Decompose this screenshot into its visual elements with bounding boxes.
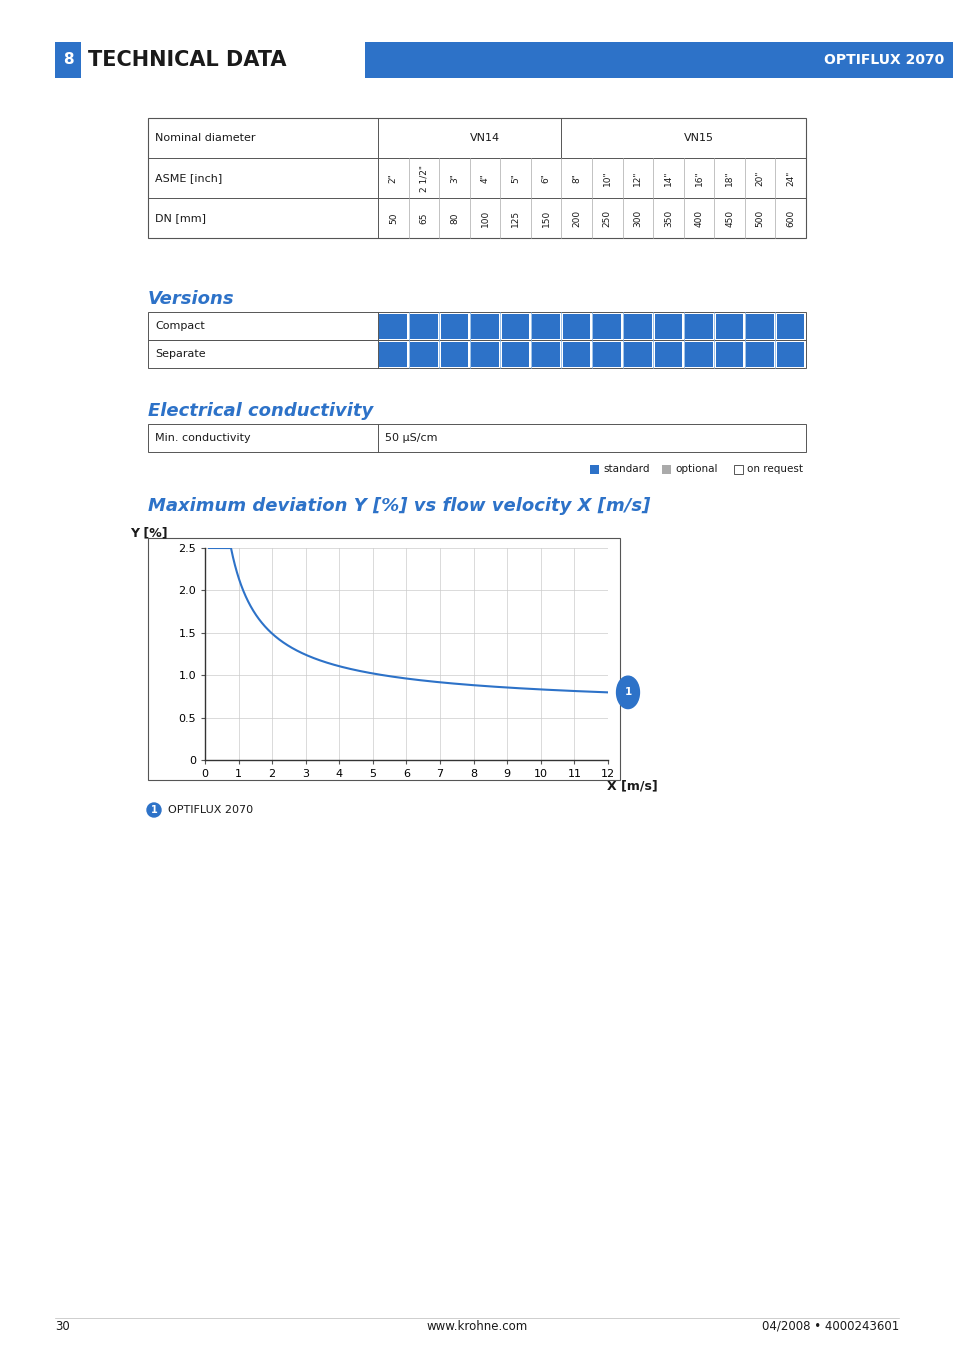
Text: 8": 8" xyxy=(572,173,580,182)
Text: TECHNICAL DATA: TECHNICAL DATA xyxy=(88,50,286,70)
Text: 80: 80 xyxy=(450,212,458,224)
Bar xyxy=(410,313,437,339)
Bar xyxy=(562,313,590,339)
Text: 8: 8 xyxy=(63,53,73,68)
Text: 20": 20" xyxy=(755,170,764,185)
Bar xyxy=(654,313,681,339)
Text: Electrical conductivity: Electrical conductivity xyxy=(148,403,373,420)
Bar xyxy=(471,313,498,339)
Bar xyxy=(684,342,712,366)
Text: ASME [inch]: ASME [inch] xyxy=(154,173,222,182)
Bar xyxy=(148,118,805,238)
Bar xyxy=(365,42,953,78)
Text: 04/2008 • 4000243601: 04/2008 • 4000243601 xyxy=(760,1320,898,1332)
Bar xyxy=(532,342,559,366)
Bar xyxy=(589,465,598,474)
Bar xyxy=(440,313,468,339)
Bar xyxy=(410,342,437,366)
Text: 12": 12" xyxy=(633,170,641,185)
Text: 200: 200 xyxy=(572,209,580,227)
Text: 10": 10" xyxy=(602,170,611,186)
Bar xyxy=(684,313,712,339)
Text: Nominal diameter: Nominal diameter xyxy=(154,132,255,143)
Text: Separate: Separate xyxy=(154,349,206,359)
Text: VN14: VN14 xyxy=(469,132,499,143)
Bar xyxy=(501,313,529,339)
Bar xyxy=(733,465,742,474)
Text: 250: 250 xyxy=(602,209,611,227)
Text: 450: 450 xyxy=(724,209,733,227)
Bar xyxy=(593,342,620,366)
Text: VN15: VN15 xyxy=(683,132,713,143)
Text: 18": 18" xyxy=(724,170,733,186)
Text: 50: 50 xyxy=(389,212,397,224)
Bar xyxy=(148,340,805,367)
Text: 24": 24" xyxy=(785,170,795,185)
Bar xyxy=(562,342,590,366)
Text: Maximum deviation Y [%] vs flow velocity X [m/s]: Maximum deviation Y [%] vs flow velocity… xyxy=(148,497,650,515)
Bar xyxy=(661,465,670,474)
Bar xyxy=(440,342,468,366)
Bar xyxy=(776,313,803,339)
Bar xyxy=(501,342,529,366)
Text: 1: 1 xyxy=(151,805,157,815)
Text: Min. conductivity: Min. conductivity xyxy=(154,434,251,443)
Bar xyxy=(148,538,619,780)
Text: 2 1/2": 2 1/2" xyxy=(419,165,428,192)
Text: 16": 16" xyxy=(694,170,702,186)
Text: on request: on request xyxy=(746,465,802,474)
Bar xyxy=(715,313,742,339)
Bar xyxy=(532,313,559,339)
Text: 300: 300 xyxy=(633,209,641,227)
Text: Versions: Versions xyxy=(148,290,234,308)
Bar xyxy=(148,312,805,340)
Text: 125: 125 xyxy=(511,209,519,227)
Text: 500: 500 xyxy=(755,209,764,227)
Text: 1: 1 xyxy=(623,688,631,697)
Text: 150: 150 xyxy=(541,209,550,227)
Text: standard: standard xyxy=(602,465,649,474)
Text: Compact: Compact xyxy=(154,322,205,331)
Text: DN [mm]: DN [mm] xyxy=(154,213,206,223)
Text: OPTIFLUX 2070: OPTIFLUX 2070 xyxy=(168,805,253,815)
Text: 600: 600 xyxy=(785,209,795,227)
Text: optional: optional xyxy=(675,465,717,474)
Bar xyxy=(471,342,498,366)
Bar xyxy=(623,342,651,366)
Bar xyxy=(593,313,620,339)
Bar xyxy=(745,313,773,339)
Text: 5": 5" xyxy=(511,173,519,182)
Text: 100: 100 xyxy=(480,209,489,227)
Bar xyxy=(745,342,773,366)
Text: www.krohne.com: www.krohne.com xyxy=(426,1320,527,1332)
Text: 350: 350 xyxy=(663,209,672,227)
Bar xyxy=(55,42,81,78)
Bar xyxy=(379,342,407,366)
Circle shape xyxy=(147,802,161,817)
Y-axis label: Y [%]: Y [%] xyxy=(130,527,167,539)
Text: 6": 6" xyxy=(541,173,550,182)
Text: 65: 65 xyxy=(419,212,428,224)
Text: 2": 2" xyxy=(389,173,397,182)
Text: 400: 400 xyxy=(694,209,702,227)
Text: OPTIFLUX 2070: OPTIFLUX 2070 xyxy=(822,53,943,68)
Bar xyxy=(776,342,803,366)
Bar xyxy=(715,342,742,366)
Bar xyxy=(654,342,681,366)
Text: 4": 4" xyxy=(480,173,489,182)
X-axis label: X [m/s]: X [m/s] xyxy=(606,780,657,792)
Text: 14": 14" xyxy=(663,170,672,185)
Text: 3": 3" xyxy=(450,173,458,182)
Bar xyxy=(148,424,805,453)
Text: 50 μS/cm: 50 μS/cm xyxy=(385,434,437,443)
Text: 30: 30 xyxy=(55,1320,70,1332)
Bar xyxy=(623,313,651,339)
Bar xyxy=(379,313,407,339)
